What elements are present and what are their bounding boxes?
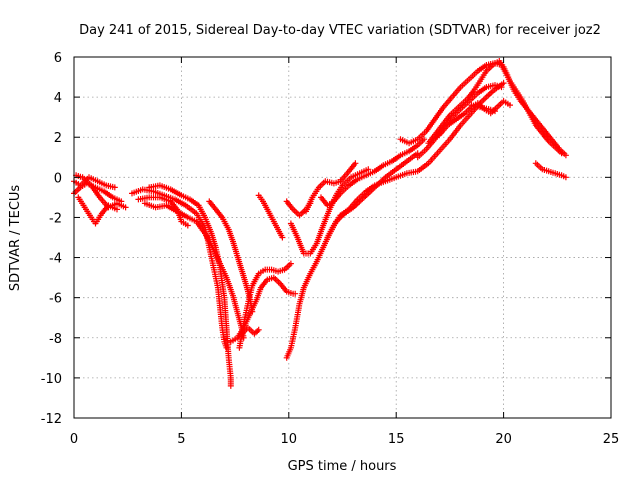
x-tick-label: 0 bbox=[70, 432, 78, 447]
data-points bbox=[75, 194, 120, 227]
series-track-21 bbox=[425, 58, 565, 157]
series-track-25 bbox=[532, 160, 569, 181]
axis-ticks bbox=[73, 56, 612, 419]
series-track-17 bbox=[303, 160, 359, 215]
data-points bbox=[255, 192, 286, 241]
series-track-19 bbox=[324, 80, 507, 241]
data-points bbox=[425, 58, 565, 157]
x-tick-label: 10 bbox=[281, 432, 298, 447]
x-axis-label: GPS time / hours bbox=[288, 459, 397, 474]
x-tick-label: 15 bbox=[388, 432, 405, 447]
series-track-2 bbox=[73, 172, 129, 211]
series-track-11 bbox=[238, 324, 262, 337]
series-track-24 bbox=[468, 102, 498, 115]
series-track-7 bbox=[141, 200, 247, 341]
chart-title: Day 241 of 2015, Sidereal Day-to-day VTE… bbox=[79, 23, 601, 38]
data-points bbox=[146, 182, 234, 389]
data-points bbox=[324, 80, 507, 241]
plot-frame bbox=[73, 56, 612, 419]
x-tick-label: 25 bbox=[603, 432, 620, 447]
y-tick-label: 4 bbox=[54, 91, 62, 106]
y-tick-label: 6 bbox=[54, 51, 62, 66]
data-points bbox=[135, 194, 191, 229]
data-points bbox=[303, 160, 359, 215]
data-points bbox=[206, 198, 256, 315]
series-track-3 bbox=[75, 194, 120, 227]
y-tick-label: -2 bbox=[49, 211, 62, 226]
y-axis-label: SDTVAR / TECUs bbox=[8, 185, 23, 292]
data-points bbox=[468, 102, 498, 115]
y-tick-label: -12 bbox=[41, 412, 62, 427]
grid bbox=[74, 57, 611, 418]
y-tick-label: -10 bbox=[41, 372, 62, 387]
axis-tick-labels: 0 5 10 15 20 25 -12 -10 -8 -6 -4 -2 0 2 4 6 bbox=[41, 51, 620, 447]
data-points bbox=[73, 172, 129, 211]
series-track-13 bbox=[255, 192, 286, 241]
data-points bbox=[532, 160, 569, 181]
series-track-6 bbox=[146, 182, 234, 389]
data-layer bbox=[71, 58, 569, 389]
series-track-12 bbox=[206, 198, 256, 315]
data-points bbox=[141, 200, 247, 341]
series-track-8 bbox=[135, 194, 191, 229]
y-tick-label: -4 bbox=[49, 252, 62, 267]
y-tick-label: -6 bbox=[49, 292, 62, 307]
data-points bbox=[238, 324, 262, 337]
series-track-18 bbox=[318, 136, 428, 209]
y-tick-label: -8 bbox=[49, 332, 62, 347]
data-points bbox=[318, 136, 428, 209]
x-tick-label: 5 bbox=[177, 432, 185, 447]
y-tick-label: 0 bbox=[54, 171, 62, 186]
x-tick-label: 20 bbox=[495, 432, 512, 447]
y-tick-label: 2 bbox=[54, 131, 62, 146]
